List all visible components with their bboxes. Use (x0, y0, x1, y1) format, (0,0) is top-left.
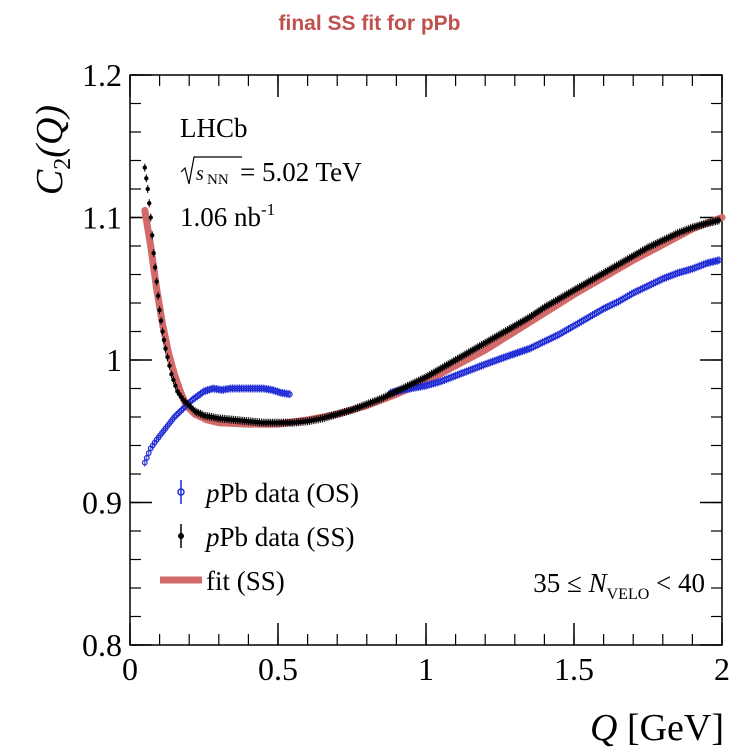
axis-tick-labels: 0 0.5 1 1.5 2 0.8 0.9 1 1.1 1.2 (82, 57, 730, 687)
x-tick-label: 0.5 (258, 651, 298, 687)
y-axis-label-main: C (29, 169, 71, 195)
ss-data-point (154, 279, 159, 284)
x-axis-label-unit: [GeV] (617, 707, 724, 749)
luminosity-value: 1.06 nb (180, 202, 261, 232)
energy-sqrt-sub: NN (207, 172, 229, 188)
multiplicity-suffix: < 40 (649, 568, 705, 598)
os-data-point (233, 385, 239, 392)
plot-frame (129, 74, 723, 646)
ss-data-point (158, 318, 164, 324)
ss-data-point (152, 265, 158, 270)
legend-label-ss-prefix: p (204, 522, 220, 552)
x-axis-label: Q [GeV] (590, 707, 724, 749)
x-tick-label: 2 (714, 651, 730, 687)
energy-label: s NN = 5.02 TeV (180, 156, 362, 188)
os-data-point (141, 459, 148, 466)
os-data-point (234, 385, 241, 392)
ss-data-point (160, 329, 165, 334)
plot-frame-rect (129, 74, 723, 646)
multiplicity-label: 35 ≤ NVELO < 40 (533, 568, 705, 603)
os-data-point (229, 385, 236, 392)
luminosity-sup: -1 (261, 200, 275, 219)
series-ss-data (142, 163, 722, 427)
legend-item-fit: fit (SS) (160, 566, 285, 596)
legend-label-fit: fit (SS) (206, 566, 285, 596)
os-data-point (145, 450, 152, 457)
series-os-data (141, 256, 722, 467)
legend-item-ss: pPb data (SS) (178, 522, 355, 552)
os-data-point (286, 391, 293, 398)
ss-data-point (144, 176, 149, 181)
y-tick-label: 1.2 (82, 57, 122, 93)
y-axis-label-sub: 2 (50, 158, 76, 170)
multiplicity-prefix: 35 ≤ (533, 568, 588, 598)
ss-data-point (155, 293, 161, 299)
y-tick-label: 0.9 (82, 485, 122, 521)
legend-item-os: pPb data (OS) (177, 478, 359, 508)
multiplicity-var: N (588, 568, 609, 598)
y-axis-label-arg: (Q) (29, 105, 71, 158)
x-tick-label: 1.5 (554, 651, 594, 687)
ss-data-point (173, 383, 178, 388)
axis-ticks (129, 74, 723, 646)
ss-data-point (148, 215, 153, 220)
ss-data-point (145, 186, 150, 192)
y-tick-label: 1.1 (82, 200, 122, 236)
ss-data-point (161, 337, 167, 343)
luminosity-label: 1.06 nb-1 (180, 200, 275, 232)
os-data-point (716, 257, 722, 264)
ss-data-point (171, 377, 176, 383)
ss-data-point (147, 201, 152, 206)
legend-label-os: pPb data (OS) (204, 478, 359, 508)
legend-label-ss: pPb data (SS) (204, 522, 355, 552)
y-tick-label: 0.8 (82, 627, 122, 663)
page-title: final SS fit for pPb (278, 12, 461, 35)
legend-label-os-prefix: p (204, 478, 220, 508)
x-tick-label: 0 (122, 651, 138, 687)
os-data-point (231, 385, 238, 392)
ss-data-point (163, 346, 168, 351)
ss-data-point (157, 307, 162, 313)
legend-marker-os (177, 488, 185, 496)
ss-data-point (716, 218, 722, 223)
ss-data-point (165, 354, 170, 360)
os-data-point (227, 385, 234, 392)
ss-data-point (150, 233, 155, 238)
x-axis-label-var: Q (590, 707, 617, 749)
energy-value: = 5.02 TeV (240, 157, 362, 187)
legend-label-ss-text: Pb data (SS) (220, 522, 355, 552)
ss-data-point (167, 363, 172, 368)
energy-sqrt-var: s (196, 163, 204, 185)
ss-data-point (169, 372, 174, 377)
y-axis-label: C2(Q) (29, 105, 76, 195)
y-tick-label: 1 (106, 342, 122, 378)
ss-data-point (151, 250, 156, 256)
series-fit-ss (141, 206, 726, 428)
ss-data-point (142, 165, 147, 170)
legend-label-os-text: Pb data (OS) (220, 478, 359, 508)
sqrt-sign (180, 156, 242, 185)
fit-curve (141, 206, 726, 428)
os-data-point (143, 454, 150, 461)
experiment-label: LHCb (180, 113, 248, 143)
legend: pPb data (OS) pPb data (SS) fit (SS) (160, 478, 359, 596)
legend-label-fit-text: fit (SS) (206, 566, 285, 596)
legend-marker-ss (178, 533, 184, 539)
x-tick-label: 1 (418, 651, 434, 687)
multiplicity-sub: VELO (607, 586, 650, 603)
